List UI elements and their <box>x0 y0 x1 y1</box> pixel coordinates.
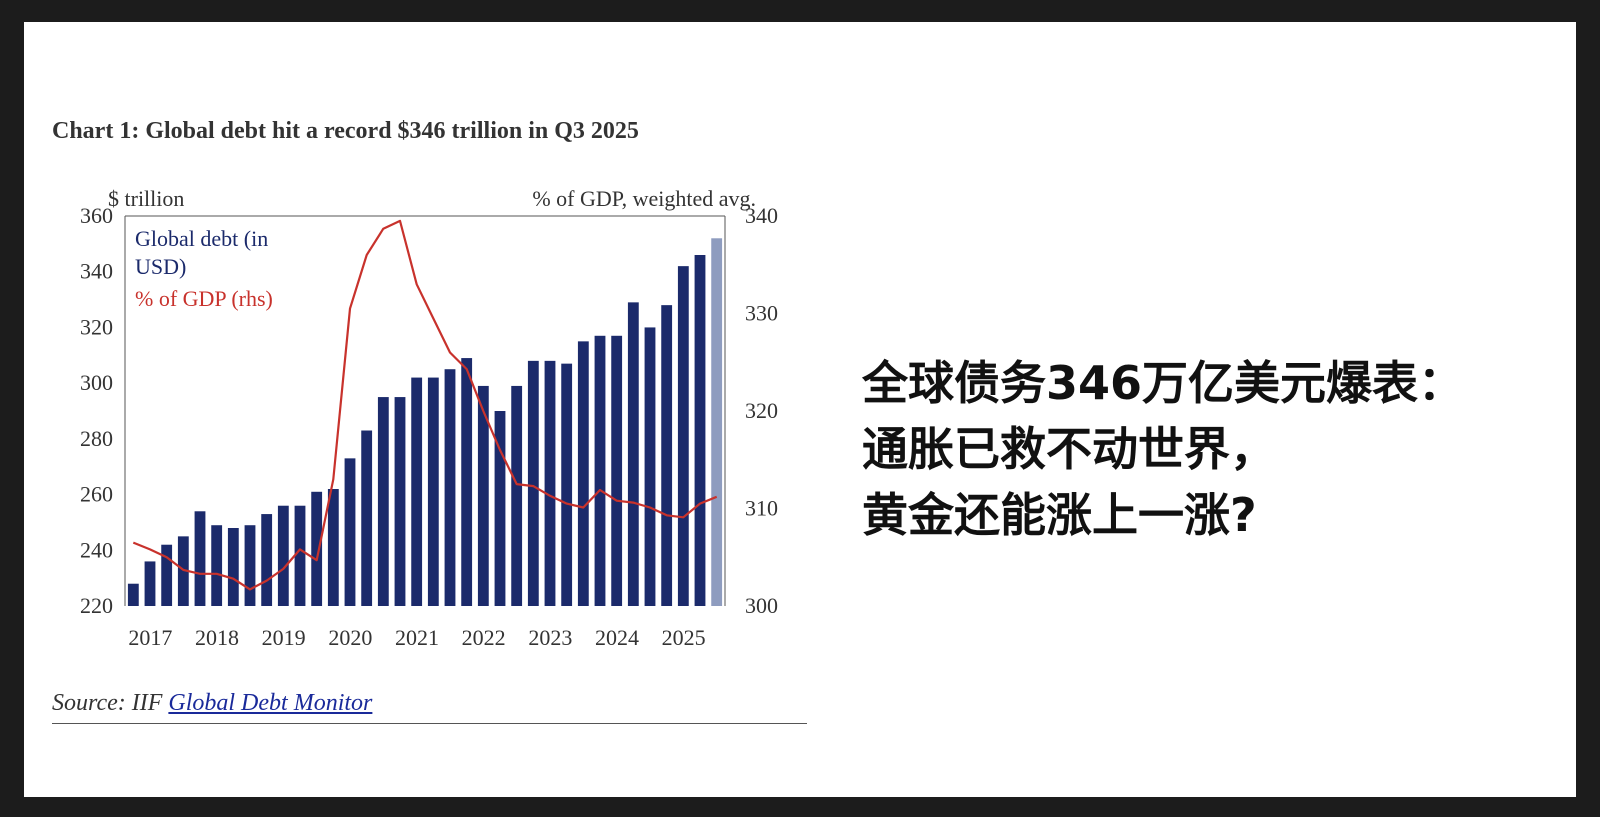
bar <box>311 491 323 606</box>
bar <box>494 411 506 606</box>
bar <box>261 514 273 606</box>
bar <box>461 358 473 606</box>
y-right-tick-label: 300 <box>745 593 778 618</box>
y-left-tick-label: 280 <box>80 426 113 451</box>
x-tick-label: 2022 <box>462 625 506 650</box>
bar <box>477 385 489 606</box>
bar <box>127 583 139 606</box>
bar <box>427 377 439 606</box>
y-left-tick-label: 220 <box>80 593 113 618</box>
y-right-tick-label: 310 <box>745 496 778 521</box>
x-tick-label: 2020 <box>328 625 372 650</box>
headline-line-2: 通胀已救不动世界， <box>862 422 1276 476</box>
legend-debt-line-1: Global debt (in <box>135 226 268 251</box>
x-tick-label: 2025 <box>662 625 706 650</box>
y-left-tick-label: 240 <box>80 537 113 562</box>
source-prefix: Source: IIF <box>52 690 169 716</box>
bar <box>161 544 173 606</box>
headline: 全球债务346万亿美元爆表： 通胀已救不动世界， 黄金还能涨上一涨? <box>862 350 1464 548</box>
bar <box>511 385 523 606</box>
left-axis-label: $ trillion <box>108 186 184 211</box>
bar <box>211 525 223 606</box>
x-tick-label: 2023 <box>528 625 572 650</box>
right-axis-label: % of GDP, weighted avg. <box>532 186 756 211</box>
headline-line-3: 黄金还能涨上一涨? <box>862 488 1257 542</box>
y-left-tick-label: 340 <box>80 259 113 284</box>
bar <box>327 489 339 606</box>
bar <box>561 363 573 606</box>
bar <box>344 458 356 606</box>
bar <box>661 305 673 606</box>
chart: 220 240 260 280 300 320 340 360 300 310 320 330 340 2… <box>80 186 778 650</box>
y-left-tick-label: 320 <box>80 314 113 339</box>
bar <box>644 327 656 606</box>
bar <box>627 302 639 606</box>
bar <box>144 561 156 606</box>
x-tick-label: 2021 <box>395 625 439 650</box>
bar <box>594 335 606 606</box>
bar <box>244 525 256 606</box>
y-right-tick-label: 320 <box>745 398 778 423</box>
y-left-tick-label: 360 <box>80 203 113 228</box>
bar <box>411 377 423 606</box>
x-tick-label: 2019 <box>262 625 306 650</box>
bar <box>677 266 689 606</box>
bar <box>694 255 706 606</box>
bar <box>611 335 623 606</box>
bar <box>227 528 239 606</box>
bar <box>711 238 723 607</box>
bar <box>527 360 539 606</box>
legend-gdp: % of GDP (rhs) <box>135 286 273 311</box>
bar <box>577 341 589 606</box>
bar <box>277 505 289 606</box>
bar <box>544 360 556 606</box>
bar <box>444 369 456 606</box>
y-right-tick-label: 340 <box>745 203 778 228</box>
chart-title: Chart 1: Global debt hit a record $346 t… <box>52 118 639 144</box>
legend-debt-line-2: USD) <box>135 254 186 279</box>
x-tick-label: 2017 <box>128 625 172 650</box>
x-tick-label: 2024 <box>595 625 639 650</box>
y-left-tick-label: 300 <box>80 370 113 395</box>
y-left-tick-label: 260 <box>80 482 113 507</box>
x-tick-label: 2018 <box>195 625 239 650</box>
bar <box>177 536 189 606</box>
gdp-ratio-line <box>132 219 718 591</box>
bar <box>194 511 206 606</box>
source-link[interactable]: Global Debt Monitor <box>168 690 373 716</box>
slide-card: Chart 1: Global debt hit a record $346 t… <box>24 22 1576 797</box>
bar <box>377 397 389 606</box>
bar <box>394 397 406 606</box>
source-divider <box>52 723 807 724</box>
bar <box>361 430 373 606</box>
source-note: Source: IIF Global Debt Monitor <box>52 690 372 717</box>
bar <box>294 505 306 606</box>
headline-line-1: 全球债务346万亿美元爆表： <box>862 356 1465 410</box>
y-right-tick-label: 330 <box>745 301 778 326</box>
